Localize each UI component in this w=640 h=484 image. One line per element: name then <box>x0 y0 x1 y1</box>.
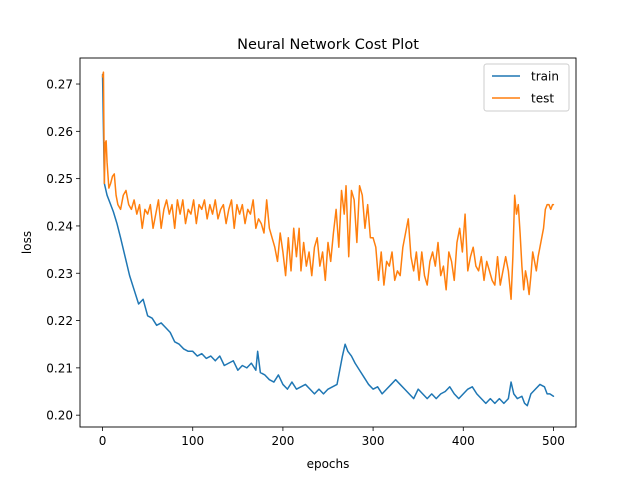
legend-test-label: test <box>531 92 554 106</box>
y-axis-label: loss <box>20 231 34 254</box>
x-tick-label: 200 <box>271 434 294 448</box>
y-tick-label: 0.26 <box>46 125 73 139</box>
x-tick-label: 100 <box>181 434 204 448</box>
y-tick-label: 0.27 <box>46 78 73 92</box>
y-tick-label: 0.21 <box>46 361 73 375</box>
y-tick-label: 0.23 <box>46 267 73 281</box>
y-axis-ticks: 0.20 0.21 0.22 0.23 0.24 0.25 0.26 0.27 <box>46 78 80 423</box>
plot-area <box>101 71 555 407</box>
x-tick-label: 500 <box>542 434 565 448</box>
x-tick-label: 300 <box>362 434 385 448</box>
x-tick-label: 400 <box>452 434 475 448</box>
y-tick-label: 0.22 <box>46 314 73 328</box>
series-line-test <box>101 71 555 301</box>
legend-train-label: train <box>531 70 559 84</box>
y-tick-label: 0.25 <box>46 172 73 186</box>
x-axis-label: epochs <box>307 457 350 471</box>
legend: train test <box>483 63 570 112</box>
chart-title: Neural Network Cost Plot <box>237 37 419 53</box>
x-tick-label: 0 <box>99 434 107 448</box>
series-line-train <box>101 73 555 407</box>
axes-frame <box>79 57 577 428</box>
x-axis-ticks: 0 100 200 300 400 500 <box>99 427 565 448</box>
y-tick-label: 0.24 <box>46 219 73 233</box>
y-tick-label: 0.20 <box>46 409 73 423</box>
